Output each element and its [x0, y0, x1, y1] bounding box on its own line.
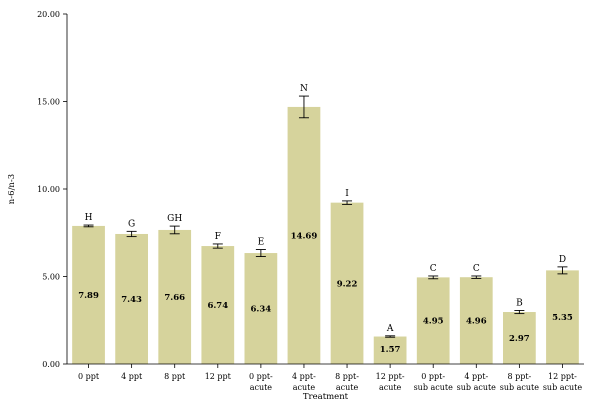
- x-tick-label: 8 ppt-: [335, 372, 359, 381]
- x-tick-label: 4 ppt-: [292, 372, 316, 381]
- x-tick-label: 4 ppt: [121, 372, 143, 381]
- bar: [459, 277, 493, 364]
- y-tick-label: 10.00: [37, 185, 60, 194]
- x-tick-label: sub acute: [500, 383, 540, 392]
- y-tick-label: 5.00: [42, 273, 60, 282]
- x-tick-label: 12 ppt: [205, 372, 232, 381]
- y-tick-label: 0.00: [42, 360, 60, 369]
- significance-letter: D: [559, 255, 566, 265]
- bar: [373, 336, 407, 364]
- x-axis-title: Treatment: [303, 392, 349, 402]
- x-tick-label: acute: [336, 383, 359, 392]
- y-tick-label: 20.00: [37, 10, 60, 19]
- x-tick-label: sub acute: [414, 383, 454, 392]
- x-tick-label: 0 ppt: [78, 372, 100, 381]
- bar: [158, 229, 192, 364]
- significance-letter: N: [300, 84, 308, 94]
- bar-value-label: 7.89: [78, 291, 99, 301]
- bar-value-label: 7.66: [164, 293, 185, 303]
- x-tick-label: 12 ppt-: [376, 372, 405, 381]
- x-tick-label: 8 ppt-: [507, 372, 531, 381]
- bar: [503, 312, 536, 364]
- x-tick-label: 12 ppt-: [548, 372, 577, 381]
- bar-value-label: 1.57: [380, 345, 401, 355]
- y-tick-label: 15.00: [37, 98, 60, 107]
- bar-value-label: 6.74: [207, 301, 228, 311]
- x-tick-label: 4 ppt-: [464, 372, 488, 381]
- x-tick-label: acute: [293, 383, 316, 392]
- x-tick-label: 0 ppt-: [249, 372, 273, 381]
- bar-value-label: 14.69: [291, 231, 318, 241]
- x-tick-label: sub acute: [543, 383, 583, 392]
- x-tick-label: sub acute: [457, 383, 497, 392]
- bar: [546, 270, 579, 364]
- significance-letter: I: [345, 189, 349, 199]
- significance-letter: H: [85, 213, 93, 223]
- significance-letter: G: [128, 219, 135, 229]
- bar-value-label: 6.34: [251, 305, 272, 315]
- bar: [330, 202, 364, 364]
- significance-letter: A: [386, 324, 394, 334]
- bar-value-label: 2.97: [509, 334, 530, 344]
- bar-value-label: 4.95: [423, 317, 444, 327]
- significance-letter: E: [258, 238, 265, 248]
- x-tick-label: 8 ppt: [164, 372, 186, 381]
- y-ticks: 0.00 5.00 10.00 15.00 20.00: [37, 10, 67, 369]
- bars-layer: H 7.89 G 7.43 GH 7.66 F 6.74 E 6.34 N 14.69 I 9.22 A 1.…: [72, 84, 579, 365]
- x-tick-label: acute: [379, 383, 402, 392]
- bar-value-label: 4.96: [466, 317, 487, 327]
- x-ticks: 0 ppt 4 ppt 8 ppt 12 ppt 0 ppt-acute 4 ppt-ac…: [78, 364, 582, 392]
- bar-value-label: 7.43: [121, 295, 142, 305]
- bar: [244, 253, 278, 364]
- bar: [201, 246, 235, 364]
- bar: [287, 106, 321, 365]
- x-tick-label: 0 ppt-: [421, 372, 445, 381]
- x-tick-label: acute: [250, 383, 273, 392]
- y-axis-title: n-6/n-3: [7, 174, 17, 204]
- bar: [72, 225, 105, 364]
- bar: [416, 277, 450, 364]
- significance-letter: GH: [167, 214, 182, 224]
- significance-letter: C: [473, 264, 480, 274]
- significance-letter: B: [516, 298, 523, 308]
- bar: [115, 233, 148, 364]
- bar-value-label: 9.22: [337, 279, 358, 289]
- bar-value-label: 5.35: [552, 313, 573, 323]
- significance-letter: F: [215, 232, 221, 242]
- significance-letter: C: [430, 264, 437, 274]
